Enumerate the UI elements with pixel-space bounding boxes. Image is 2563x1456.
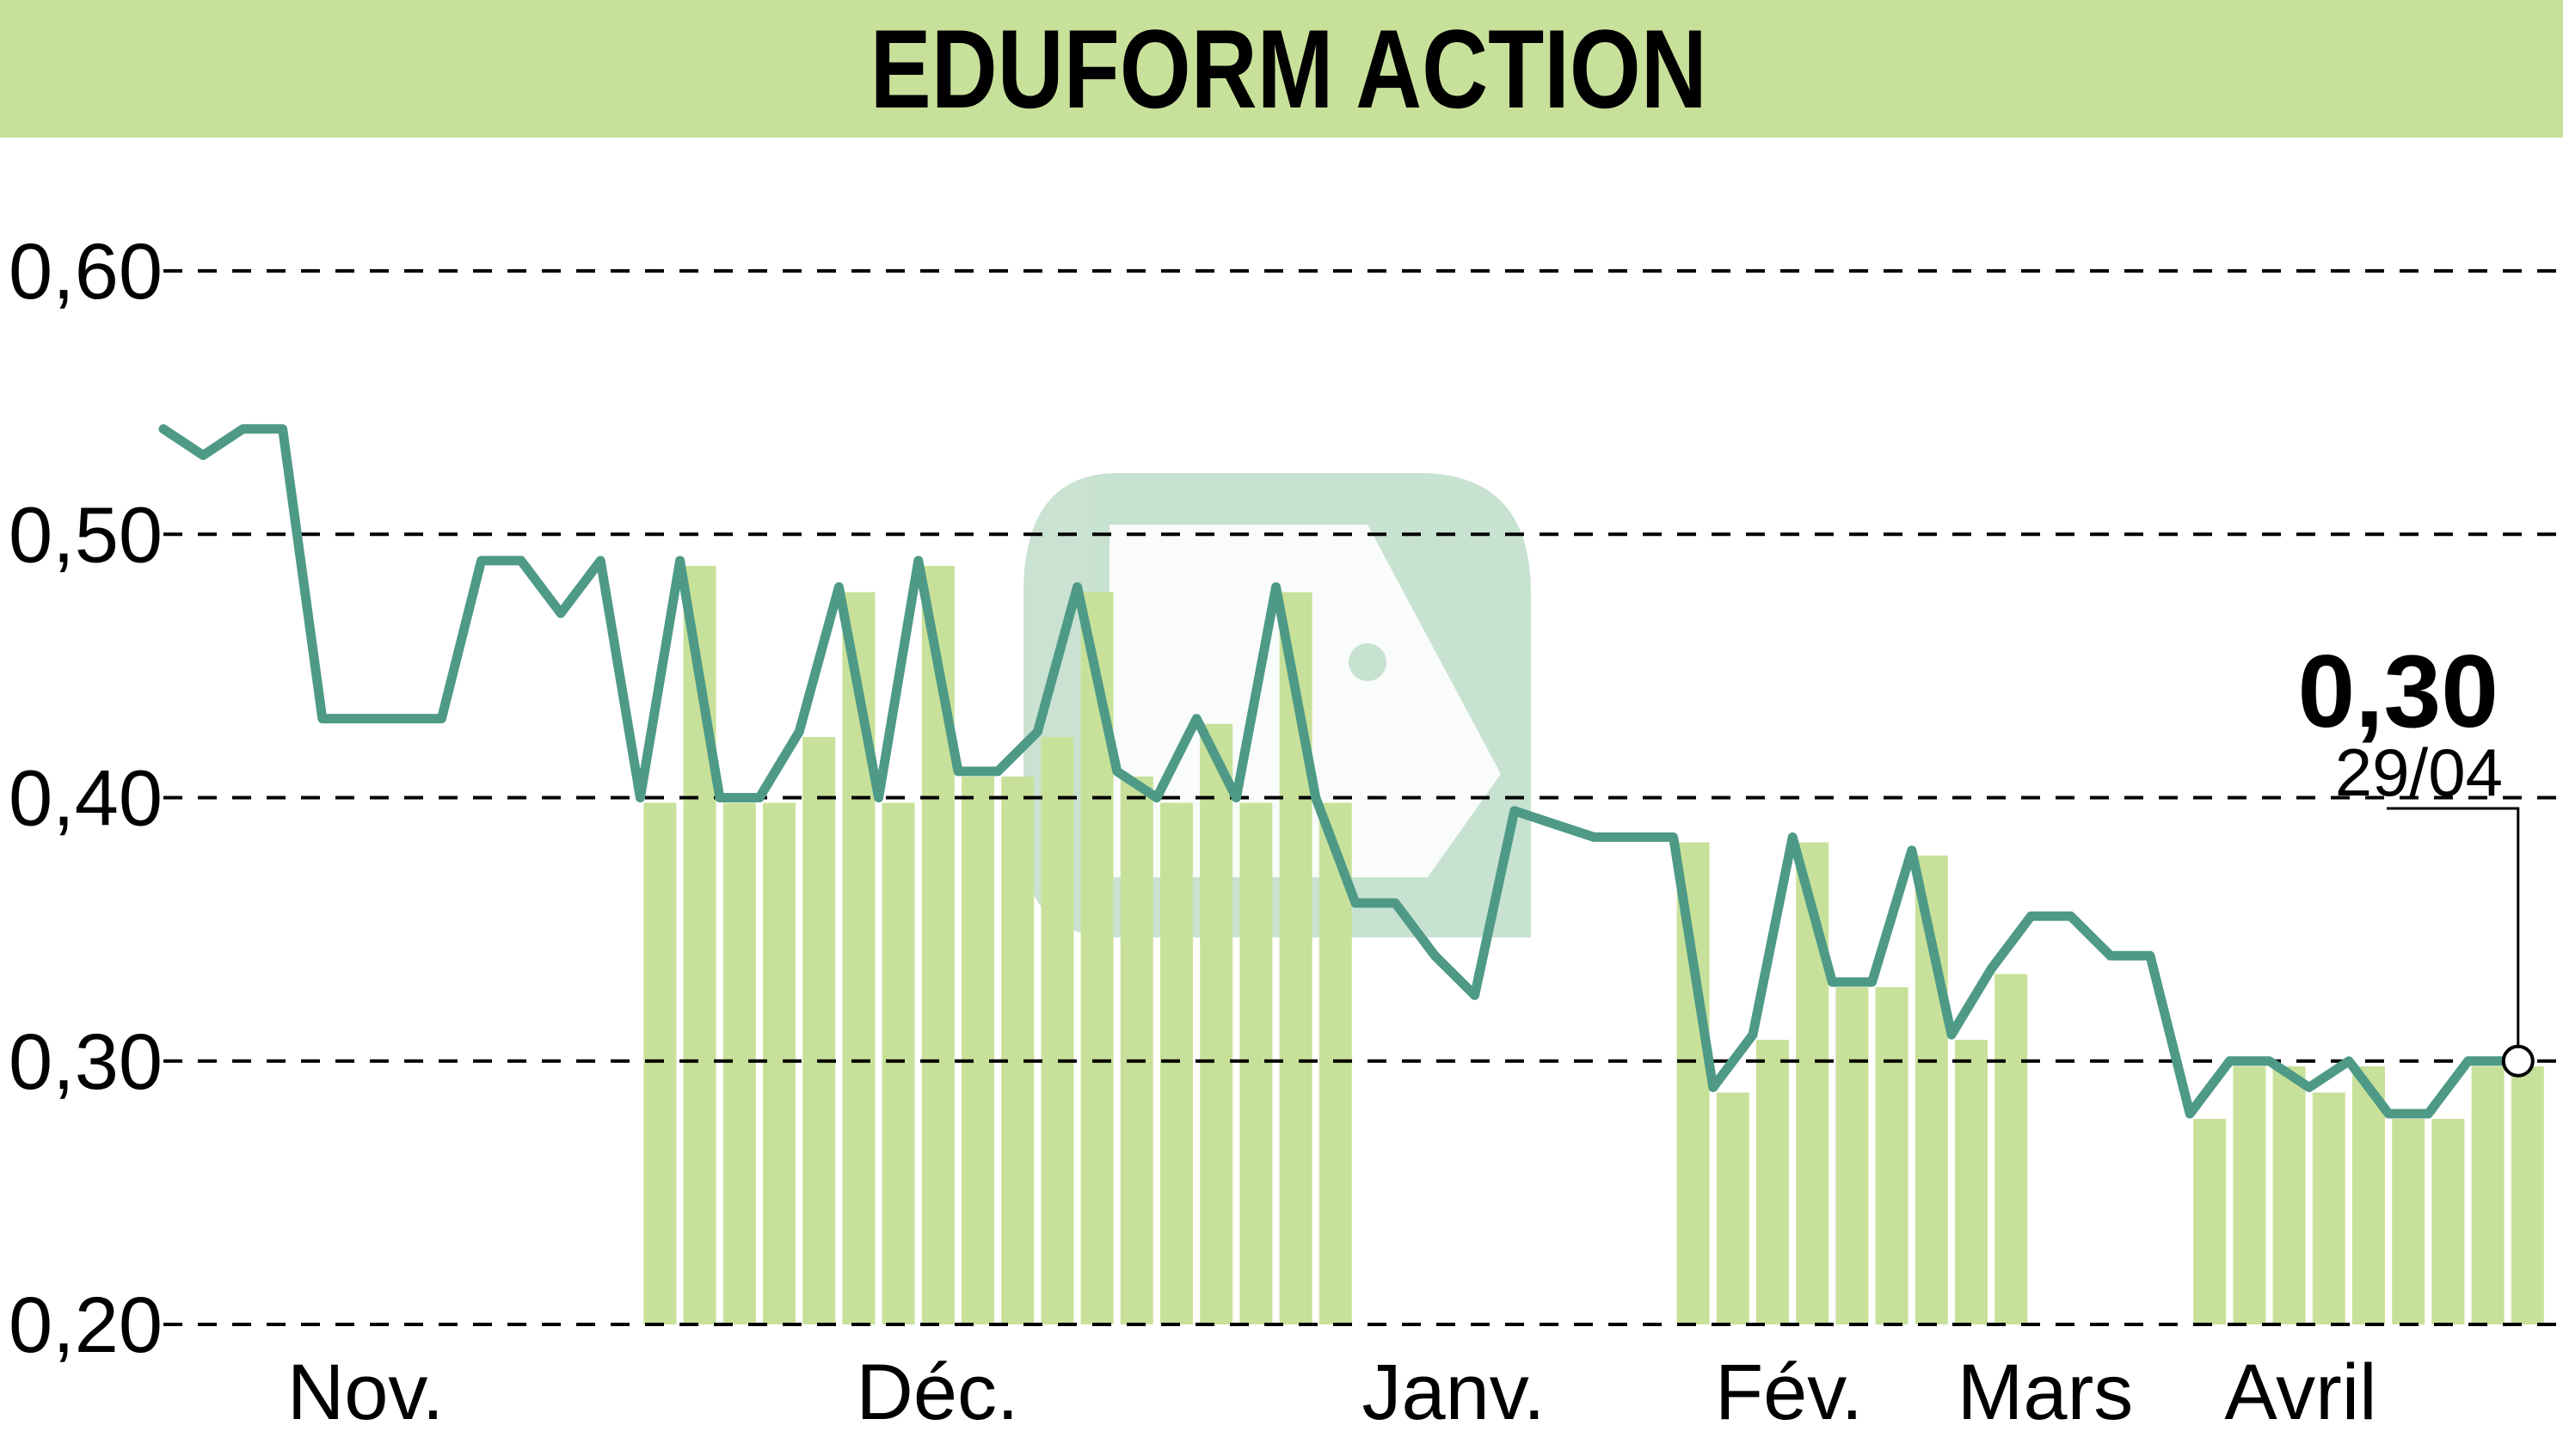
volume-bar-28 xyxy=(2233,1066,2266,1324)
title-band xyxy=(0,0,2563,138)
volume-bar-8 xyxy=(962,776,994,1324)
last-value-marker xyxy=(2501,1044,2535,1078)
volume-bar-0 xyxy=(643,802,677,1324)
volume-bar-20 xyxy=(1756,1040,1789,1324)
volume-bar-9 xyxy=(1001,776,1035,1324)
volume-bar-13 xyxy=(1160,802,1193,1324)
volume-bar-33 xyxy=(2431,1119,2465,1324)
volume-bar-19 xyxy=(1716,1092,1749,1324)
callout-line xyxy=(2387,807,2520,1046)
x-tick-label-2: Janv. xyxy=(1361,1348,1545,1436)
x-tick-label-5: Avril xyxy=(2224,1348,2376,1436)
volume-bar-25 xyxy=(1955,1040,1988,1324)
volume-bar-11 xyxy=(1080,592,1114,1324)
volume-bar-2 xyxy=(722,802,756,1324)
volume-bar-22 xyxy=(1835,986,1869,1324)
volume-bar-10 xyxy=(1041,736,1074,1324)
volume-bar-14 xyxy=(1200,723,1233,1324)
volume-bar-7 xyxy=(921,565,955,1324)
price-line xyxy=(158,424,2513,1119)
chart-title: EDUFORM ACTION xyxy=(870,6,1707,132)
x-tick-label-3: Fév. xyxy=(1715,1348,1863,1436)
y-tick-label-2: 0,40 xyxy=(9,755,163,843)
volume-bar-29 xyxy=(2272,1066,2306,1324)
volume-bar-15 xyxy=(1239,802,1273,1324)
last-value-date: 29/04 xyxy=(2335,734,2503,810)
volume-bar-27 xyxy=(2193,1119,2227,1324)
y-tick-label-1: 0,50 xyxy=(9,491,163,579)
volume-bar-30 xyxy=(2312,1092,2345,1324)
y-tick-label-0: 0,60 xyxy=(9,228,163,316)
volume-bar-3 xyxy=(763,802,796,1324)
x-tick-label-0: Nov. xyxy=(287,1348,444,1436)
volume-bar-34 xyxy=(2471,1066,2505,1324)
volume-bar-4 xyxy=(802,736,836,1324)
volume-bar-12 xyxy=(1120,776,1153,1324)
x-tick-label-1: Déc. xyxy=(856,1348,1018,1436)
y-tick-label-4: 0,20 xyxy=(9,1281,163,1369)
volume-bar-23 xyxy=(1875,986,1908,1324)
volume-bar-35 xyxy=(2511,1066,2544,1324)
x-tick-label-4: Mars xyxy=(1958,1348,2133,1436)
y-tick-label-3: 0,30 xyxy=(9,1018,163,1106)
last-value-label: 0,30 xyxy=(2297,634,2498,749)
volume-bar-6 xyxy=(882,802,915,1324)
volume-bar-26 xyxy=(1994,974,2028,1324)
volume-bar-32 xyxy=(2392,1119,2425,1324)
